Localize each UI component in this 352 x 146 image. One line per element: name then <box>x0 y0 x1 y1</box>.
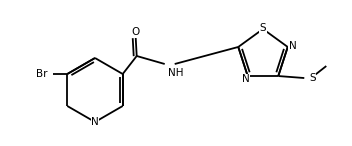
Text: NH: NH <box>168 68 183 78</box>
Text: N: N <box>242 74 250 84</box>
Text: Br: Br <box>36 69 47 79</box>
Text: N: N <box>91 117 99 127</box>
Text: S: S <box>309 73 316 83</box>
Text: N: N <box>289 41 297 51</box>
Text: O: O <box>132 27 140 37</box>
Text: S: S <box>260 23 266 33</box>
